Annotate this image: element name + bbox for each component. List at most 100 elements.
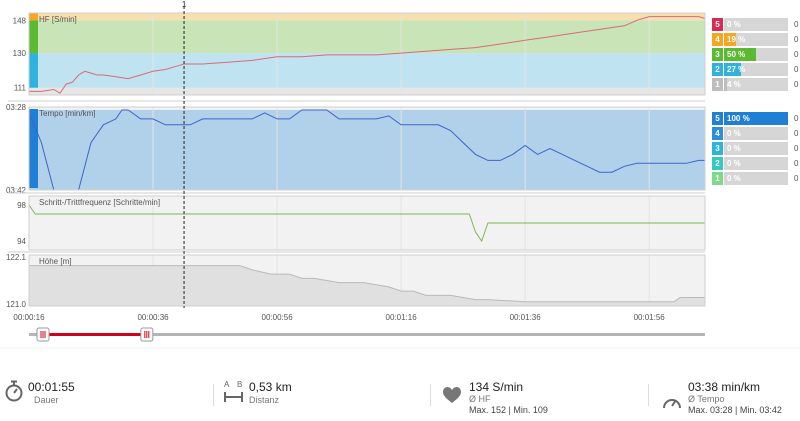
pace-value: 03:38 min/km bbox=[688, 380, 761, 394]
zone-row-1: 1 4 % bbox=[712, 78, 788, 91]
point-b-label: B bbox=[237, 380, 243, 389]
panel-title: Tempo [min/km] bbox=[39, 109, 95, 118]
zone-percent-bar: 0 % bbox=[724, 127, 788, 140]
zone-percent-bar: 0 % bbox=[724, 172, 788, 185]
range-slider[interactable] bbox=[29, 327, 705, 342]
zone-percent-label: 50 % bbox=[727, 50, 746, 59]
x-tick-label: 00:00:16 bbox=[13, 313, 45, 322]
pace-label: Ø Tempo bbox=[688, 394, 725, 404]
distance-label: Distanz bbox=[249, 395, 280, 405]
y-tick-label: 148 bbox=[13, 16, 27, 25]
y-tick-label: 111 bbox=[14, 84, 27, 93]
zone-row-3: 3 0 % bbox=[712, 142, 788, 155]
heart-rate-label: Ø HF bbox=[469, 394, 491, 404]
stopwatch-icon bbox=[5, 380, 23, 402]
stat-divider bbox=[648, 384, 649, 406]
series-line bbox=[29, 16, 706, 94]
zone-number: 1 bbox=[712, 172, 723, 185]
zone-band bbox=[29, 13, 705, 21]
zone-number: 1 bbox=[712, 78, 723, 91]
zone-percent-bar: 0 % bbox=[724, 142, 788, 155]
zone-number: 5 bbox=[712, 112, 723, 125]
distance-icon: A B bbox=[224, 380, 246, 404]
y-tick-label: 03:28 bbox=[6, 103, 27, 112]
current-zone-indicator bbox=[29, 53, 38, 88]
panel-title: Höhe [m] bbox=[39, 257, 71, 266]
zone-band bbox=[29, 109, 705, 190]
zone-row-4: 4 19 % bbox=[712, 33, 788, 46]
y-tick-label: 122.1 bbox=[6, 253, 27, 262]
zone-number: 3 bbox=[712, 142, 723, 155]
zone-percent-label: 100 % bbox=[727, 114, 750, 123]
zone-percent-bar: 19 % bbox=[724, 33, 788, 46]
x-tick-label: 00:00:56 bbox=[262, 313, 294, 322]
zone-number: 3 bbox=[712, 48, 723, 61]
slider-start-handle[interactable] bbox=[36, 327, 50, 342]
x-tick-label: 00:01:56 bbox=[634, 313, 666, 322]
zone-number: 4 bbox=[712, 127, 723, 140]
y-tick-label: 130 bbox=[13, 49, 27, 58]
duration-value: 00:01:55 bbox=[28, 380, 75, 394]
series-line bbox=[28, 109, 705, 191]
chart-panel-3: 98 94 Schritt-/Trittfrequenz [Schritte/min… bbox=[17, 195, 706, 251]
stat-divider bbox=[430, 384, 431, 406]
zone-percent-bar: 100 % bbox=[724, 112, 788, 125]
stat-divider bbox=[213, 384, 214, 406]
chart-panel-1: 148 130 111 HF [S/min] bbox=[13, 12, 706, 96]
zone-extra-value: 0 bbox=[794, 144, 799, 153]
zone-percent-label: 4 % bbox=[727, 80, 741, 89]
zone-number: 2 bbox=[712, 63, 723, 76]
panel-title: Schritt-/Trittfrequenz [Schritte/min] bbox=[39, 198, 160, 207]
zone-percent-label: 0 % bbox=[727, 129, 741, 138]
marker-label: 1 bbox=[182, 0, 187, 9]
distance-bar-icon bbox=[224, 392, 243, 402]
zone-row-5: 5 0 % bbox=[712, 18, 788, 31]
duration-label: Dauer bbox=[34, 395, 59, 405]
panel-border bbox=[28, 195, 706, 251]
zone-extra-value: 0 bbox=[794, 159, 799, 168]
slider-selected-range bbox=[43, 333, 147, 336]
zone-percent-bar: 0 % bbox=[724, 157, 788, 170]
zone-percent-bar: 0 % bbox=[724, 18, 788, 31]
chart-panel-2: 03:28 03:42 Tempo [min/km] bbox=[6, 103, 706, 195]
series-line bbox=[29, 265, 705, 303]
panel-border bbox=[28, 106, 706, 191]
zone-band bbox=[29, 87, 705, 95]
zone-percent-label: 0 % bbox=[727, 20, 741, 29]
zone-extra-value: 0 bbox=[794, 114, 799, 123]
panel-border bbox=[28, 254, 706, 307]
current-zone-indicator bbox=[29, 13, 38, 21]
series-line bbox=[28, 204, 705, 243]
speedometer-icon bbox=[663, 399, 681, 409]
panel-title: HF [S/min] bbox=[39, 15, 77, 24]
zone-percent-label: 0 % bbox=[727, 174, 741, 183]
zone-extra-value: 0 bbox=[794, 35, 799, 44]
zone-number: 5 bbox=[712, 18, 723, 31]
pace-max-min: Max. 03:28 | Min. 03:42 bbox=[688, 405, 782, 415]
heart-icon bbox=[443, 387, 461, 403]
zone-percent-fill bbox=[724, 33, 737, 46]
zone-percent-label: 27 % bbox=[727, 65, 746, 74]
slider-end-handle[interactable] bbox=[140, 327, 154, 342]
y-tick-label: 121.0 bbox=[6, 300, 27, 309]
x-tick-label: 00:00:36 bbox=[137, 313, 169, 322]
zone-percent-fill bbox=[724, 112, 788, 125]
heart-rate-max-min: Max. 152 | Min. 109 bbox=[469, 405, 548, 415]
zone-percent-fill bbox=[724, 78, 727, 91]
panel-border bbox=[28, 12, 706, 96]
zone-row-4: 4 0 % bbox=[712, 127, 788, 140]
zone-percent-label: 0 % bbox=[727, 144, 741, 153]
x-tick-label: 00:01:36 bbox=[510, 313, 542, 322]
chart-panel-4: 122.1 121.0 Höhe [m] bbox=[6, 253, 706, 309]
zone-row-1: 1 0 % bbox=[712, 172, 788, 185]
zone-percent-label: 0 % bbox=[727, 159, 741, 168]
y-tick-label: 98 bbox=[17, 201, 26, 210]
zone-extra-value: 0 bbox=[794, 129, 799, 138]
zone-percent-bar: 50 % bbox=[724, 48, 788, 61]
slider-track bbox=[29, 333, 705, 336]
y-tick-label: 03:42 bbox=[6, 186, 27, 195]
y-tick-label: 94 bbox=[17, 237, 26, 246]
zone-row-2: 2 27 % bbox=[712, 63, 788, 76]
series-area bbox=[29, 265, 705, 306]
